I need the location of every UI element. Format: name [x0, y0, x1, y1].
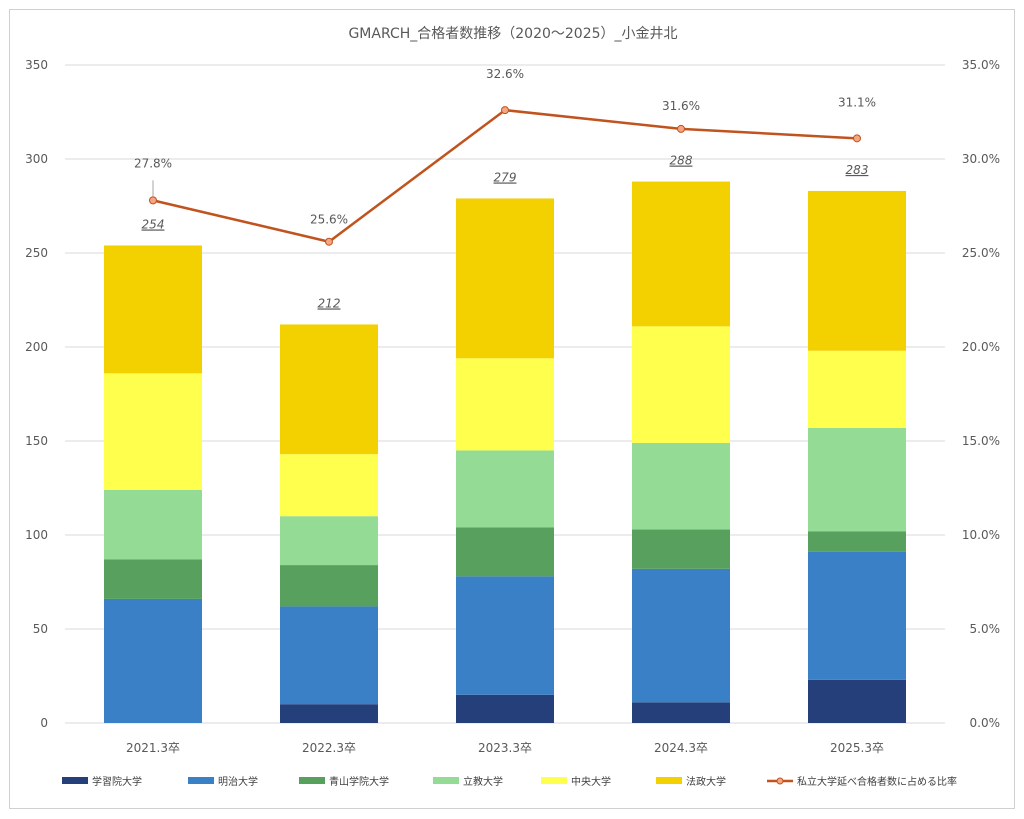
y-tick-label: 0	[40, 716, 48, 730]
y-axis-left: 0 50 100 150 200 250 300 350	[25, 58, 48, 730]
bar-segment	[280, 516, 378, 566]
bar-total-label: 212	[318, 296, 341, 310]
ratio-point	[149, 196, 157, 205]
bar-total-label: 283	[846, 163, 869, 177]
bar-segment	[456, 694, 554, 723]
bar-segment	[456, 527, 554, 577]
y2-tick-label: 35.0%	[962, 58, 1000, 72]
y-tick-label: 150	[25, 434, 48, 448]
bar-segment	[456, 576, 554, 695]
x-tick-label: 2023.3卒	[478, 741, 532, 755]
y2-tick-label: 10.0%	[962, 528, 1000, 542]
y-tick-label: 50	[33, 622, 48, 636]
ratio-data-label: 25.6%	[310, 213, 348, 227]
ratio-data-label: 31.1%	[838, 95, 876, 109]
legend-label: 私立大学延べ合格者数に占める比率	[797, 775, 957, 788]
bar-segment	[456, 450, 554, 528]
legend-swatch	[299, 777, 325, 784]
y-tick-label: 250	[25, 246, 48, 260]
bar-segment	[104, 598, 202, 723]
legend-label: 立教大学	[463, 775, 503, 788]
bar-segment	[632, 529, 730, 569]
bar-total-label: 279	[494, 170, 517, 184]
y-tick-label: 300	[25, 152, 48, 166]
bar-segment	[632, 326, 730, 443]
ratio-data-label: 31.6%	[662, 99, 700, 113]
bar-total-label: 254	[142, 217, 165, 231]
bar-segment	[632, 568, 730, 703]
bar-segment	[808, 679, 906, 723]
y2-tick-label: 30.0%	[962, 152, 1000, 166]
ratio-point	[325, 237, 333, 246]
x-axis: 2021.3卒 2022.3卒 2023.3卒 2024.3卒 2025.3卒	[126, 741, 884, 755]
chart-title: GMARCH_合格者数推移（2020～2025）_小金井北	[348, 26, 677, 42]
ratio-data-label: 32.6%	[486, 67, 524, 81]
bar-segment	[104, 245, 202, 374]
legend-label: 中央大学	[571, 775, 611, 788]
chart-canvas: GMARCH_合格者数推移（2020～2025）_小金井北 0 50 100 150 2…	[25, 26, 1000, 788]
bar-segment	[632, 181, 730, 327]
chart-frame: GMARCH_合格者数推移（2020～2025）_小金井北 0 50 100 150 2…	[9, 9, 1015, 809]
x-tick-label: 2022.3卒	[302, 741, 356, 755]
legend-label: 法政大学	[686, 775, 726, 788]
bar-segment	[808, 427, 906, 532]
bar-segment	[280, 565, 378, 607]
bar-total-label: 288	[670, 154, 693, 168]
legend-label: 学習院大学	[92, 775, 142, 788]
bar-segment	[632, 702, 730, 723]
y2-tick-label: 5.0%	[970, 622, 1001, 636]
bar-segment	[104, 559, 202, 599]
bar-segment	[456, 198, 554, 359]
legend-swatch	[433, 777, 459, 784]
stacked-bars	[104, 181, 906, 723]
y-axis-right: 0.0% 5.0% 10.0% 15.0% 20.0% 25.0% 30.0% 35.0%	[962, 58, 1000, 730]
bar-segment	[280, 454, 378, 517]
bar-segment	[632, 442, 730, 530]
y-tick-label: 200	[25, 340, 48, 354]
y2-tick-label: 15.0%	[962, 434, 1000, 448]
bar-segment	[104, 373, 202, 490]
x-tick-label: 2021.3卒	[126, 741, 180, 755]
bar-segment	[280, 704, 378, 723]
legend-line-marker	[776, 777, 784, 785]
ratio-data-label: 27.8%	[134, 156, 172, 170]
ratio-point	[853, 134, 861, 143]
legend-swatch	[62, 777, 88, 784]
bar-segment	[104, 489, 202, 560]
y-tick-label: 100	[25, 528, 48, 542]
bar-segment	[808, 190, 906, 351]
legend-swatch	[541, 777, 567, 784]
ratio-line: 27.8% 25.6% 32.6% 31.6% 31.1%	[134, 67, 876, 246]
bar-total-labels: 254 212 279 288 283	[142, 154, 869, 311]
bar-segment	[808, 350, 906, 428]
legend-swatch	[656, 777, 682, 784]
bar-segment	[808, 531, 906, 552]
x-tick-label: 2025.3卒	[830, 741, 884, 755]
y2-tick-label: 0.0%	[970, 716, 1001, 730]
x-tick-label: 2024.3卒	[654, 741, 708, 755]
legend-label: 明治大学	[218, 775, 258, 788]
bar-segment	[280, 606, 378, 705]
y2-tick-label: 20.0%	[962, 340, 1000, 354]
ratio-point	[501, 106, 509, 115]
legend-swatch	[188, 777, 214, 784]
legend-label: 青山学院大学	[329, 775, 389, 788]
y-tick-label: 350	[25, 58, 48, 72]
y2-tick-label: 25.0%	[962, 246, 1000, 260]
bar-segment	[808, 551, 906, 680]
ratio-point	[677, 124, 685, 133]
legend: 学習院大学 明治大学 青山学院大学 立教大学 中央大学 法政大学 私立大学延べ合格者数に占め…	[62, 775, 957, 788]
bar-segment	[280, 324, 378, 455]
bar-segment	[456, 358, 554, 451]
